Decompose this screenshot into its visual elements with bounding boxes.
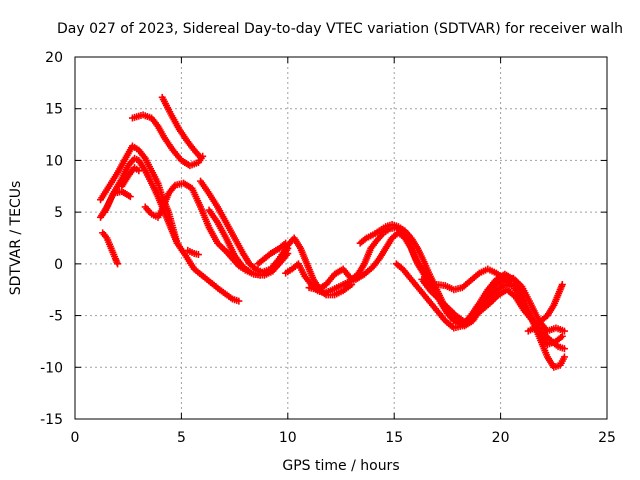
x-tick-label: 5 (177, 430, 186, 446)
series-track-12 (254, 239, 290, 268)
series-track-7 (158, 93, 205, 161)
data-point (126, 193, 134, 201)
series-track-11 (184, 246, 202, 259)
series-track-6 (128, 111, 207, 170)
series-track-3 (97, 187, 134, 221)
data-point (560, 327, 568, 335)
data-point (135, 167, 143, 175)
y-tick-label: -15 (40, 412, 63, 428)
data-point (284, 250, 292, 258)
data-point (197, 153, 205, 161)
y-tick-label: 15 (45, 102, 63, 118)
data-point (558, 281, 566, 289)
y-tick-label: 10 (45, 153, 63, 169)
x-tick-labels: 0 5 10 15 20 25 (71, 430, 616, 446)
y-tick-label: -5 (49, 309, 63, 325)
series-track-5 (118, 164, 143, 190)
x-tick-label: 25 (598, 430, 616, 446)
data-point (560, 345, 568, 353)
x-tick-label: 20 (492, 430, 510, 446)
series-track-4 (99, 229, 122, 268)
y-axis-label: SDTVAR / TECUs (8, 181, 24, 296)
data-point (558, 332, 566, 340)
data-point (560, 353, 568, 361)
x-tick-label: 0 (71, 430, 80, 446)
data-point (235, 297, 243, 305)
y-tick-label: 0 (54, 257, 63, 273)
y-tick-labels: -15 -10 -5 0 5 10 15 20 (40, 50, 63, 428)
chart-title: Day 027 of 2023, Sidereal Day-to-day VTE… (57, 21, 623, 37)
x-tick-label: 15 (385, 430, 403, 446)
axis-ticks (74, 56, 608, 420)
series-track-9 (197, 177, 356, 299)
x-tick-label: 10 (279, 430, 297, 446)
y-tick-label: 20 (45, 50, 63, 66)
data-markers (97, 93, 568, 371)
series-track-10 (205, 206, 292, 279)
series-track-8 (141, 179, 292, 279)
plot-frame (74, 56, 608, 420)
series-track-18 (524, 281, 566, 335)
data-point (194, 251, 202, 259)
data-point (114, 260, 122, 268)
y-tick-label: 5 (54, 205, 63, 221)
y-tick-label: -10 (40, 360, 63, 376)
data-point (282, 239, 290, 247)
x-axis-label: GPS time / hours (282, 458, 399, 474)
gridlines (75, 57, 607, 419)
